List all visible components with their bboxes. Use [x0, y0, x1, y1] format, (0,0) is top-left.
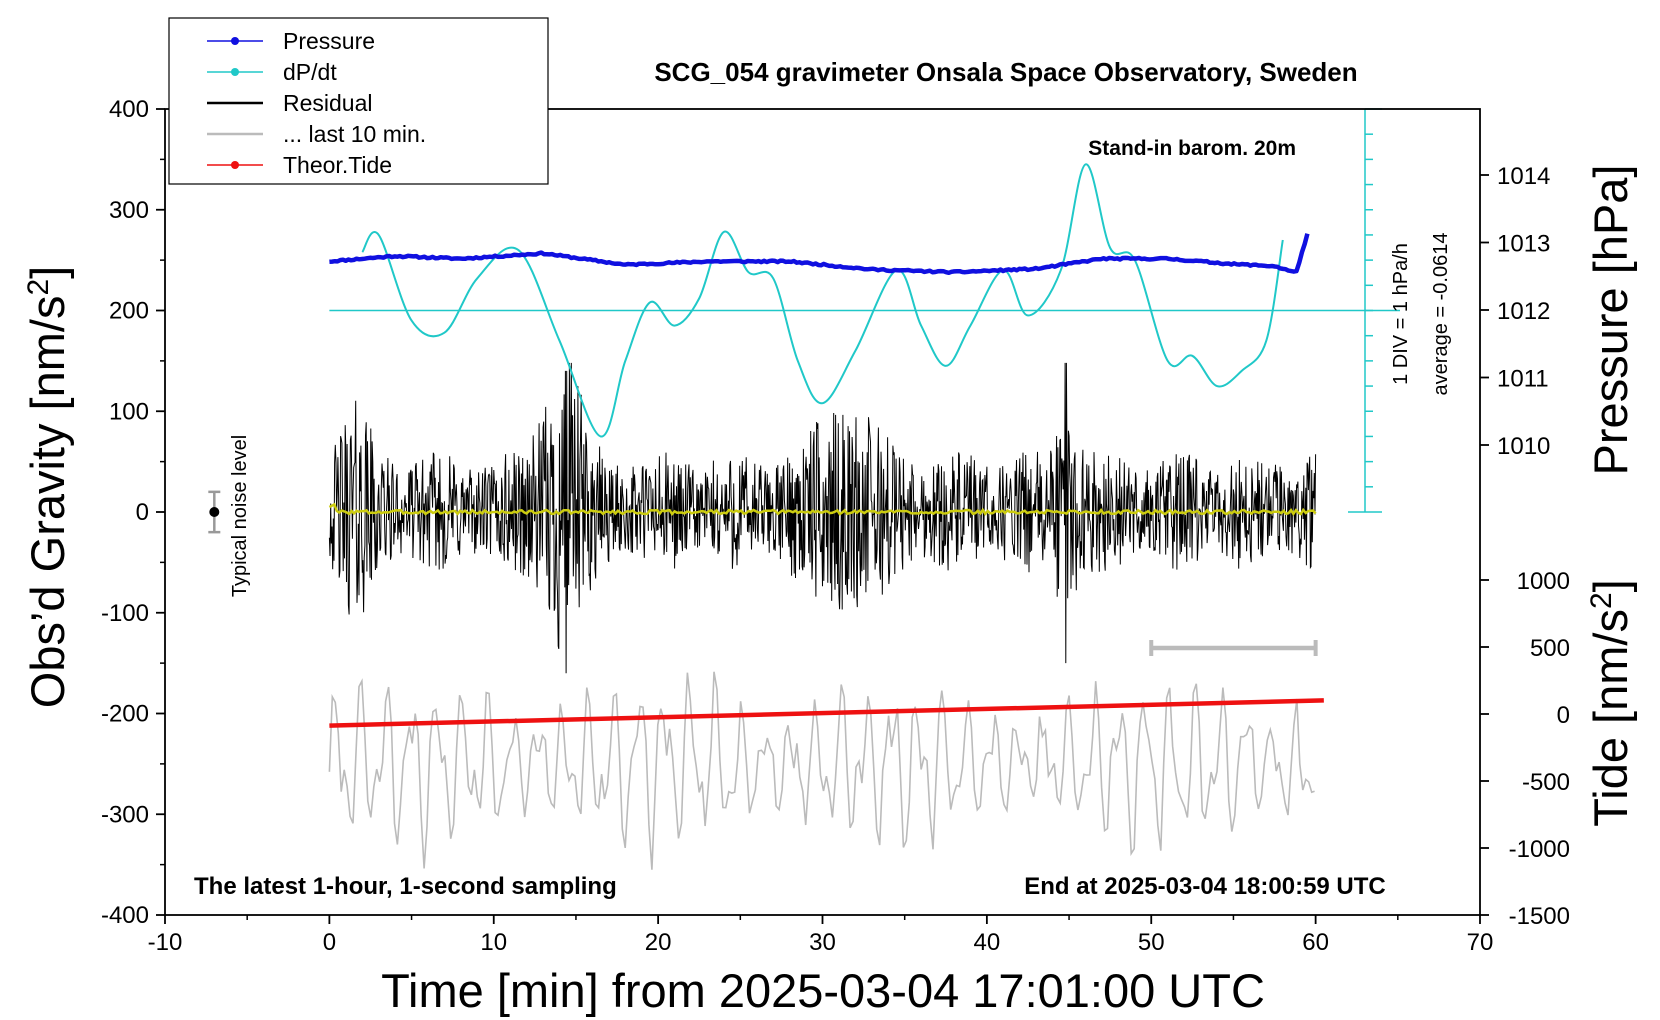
x-tick-label-0: 0 — [323, 929, 336, 956]
x-tick-label-70: 70 — [1467, 929, 1494, 956]
x-axis-label: Time [min] from 2025-03-04 17:01:00 UTC — [381, 964, 1265, 1017]
x-tick-label-50: 50 — [1138, 929, 1165, 956]
y-tick-label--300: -300 — [101, 801, 149, 828]
legend-marker-pressure — [231, 37, 239, 45]
tide-tick-label-1000: 1000 — [1517, 568, 1570, 595]
tide-tick-label--500: -500 — [1522, 769, 1570, 796]
legend-label-dp-dt: dP/dt — [283, 59, 337, 85]
dpdt-scale-label: 1 DIV = 1 hPa/h — [1390, 243, 1412, 385]
series-residual — [328, 362, 1317, 674]
chart-title: SCG_054 gravimeter Onsala Space Observat… — [654, 57, 1357, 87]
legend-marker-dp-dt — [231, 68, 239, 76]
y-tick-label-0: 0 — [136, 499, 149, 526]
y-tick-label--400: -400 — [101, 902, 149, 929]
tide-axis-label-end: ] — [1584, 579, 1637, 592]
x-tick-label-40: 40 — [974, 929, 1001, 956]
legend-box — [168, 17, 549, 185]
legend-label-residual: Residual — [283, 90, 373, 116]
series-group — [208, 108, 1400, 870]
pressure-axis-label: Pressure [hPa] — [1584, 165, 1637, 476]
series-pressure — [329, 233, 1310, 276]
y-tick-label-100: 100 — [109, 398, 149, 425]
series-theor-tide — [329, 698, 1324, 728]
series-last-10-min — [328, 671, 1315, 870]
tide-tick-label-500: 500 — [1530, 635, 1570, 662]
x-tick-label-20: 20 — [645, 929, 672, 956]
pressure-tick-label-1010: 1010 — [1497, 433, 1550, 460]
legend-label-theor-tide: Theor.Tide — [283, 152, 392, 178]
sampling-note: The latest 1-hour, 1-second sampling — [194, 873, 617, 900]
x-tick-label-30: 30 — [809, 929, 836, 956]
x-tick-label-10: 10 — [480, 929, 507, 956]
pressure-tick-label-1013: 1013 — [1497, 231, 1550, 258]
noise-level-dot — [209, 507, 220, 517]
tide-tick-label-0: 0 — [1557, 702, 1570, 729]
end-time-note: End at 2025-03-04 18:00:59 UTC — [1024, 873, 1386, 900]
pressure-tick-label-1012: 1012 — [1497, 298, 1550, 325]
pressure-tick-label-1014: 1014 — [1497, 163, 1550, 190]
tide-axis-label-text: Tide [nm/s — [1584, 609, 1637, 827]
legend-marker-theor-tide — [231, 161, 239, 169]
barometer-note: Stand-in barom. 20m — [1088, 137, 1296, 160]
y-axis-label: Obs’d Gravity [nm/s2] — [21, 266, 74, 708]
y-axis-label-end: ] — [21, 266, 74, 279]
y-tick-label--200: -200 — [101, 701, 149, 728]
x-tick-label-60: 60 — [1302, 929, 1329, 956]
y-axis-label-sup: 2 — [22, 279, 55, 296]
y-tick-label-400: 400 — [109, 96, 149, 123]
tide-tick-label--1500: -1500 — [1509, 903, 1570, 930]
series-dpdt — [361, 163, 1284, 438]
noise-level-label: Typical noise level — [229, 435, 251, 597]
legend-label-pressure: Pressure — [283, 28, 375, 54]
y-tick-label-300: 300 — [109, 197, 149, 224]
legend: Pressure dP/dt Residual ... last 10 min. The… — [168, 17, 549, 185]
axes-group: -10 0 10 20 30 40 50 60 70-400-300-200-100010020… — [101, 96, 1570, 956]
y-tick-label--100: -100 — [101, 600, 149, 627]
series-residual-smoothed — [328, 502, 1317, 517]
legend-label-last-10-min: ... last 10 min. — [283, 121, 426, 147]
dpdt-average-label: average = -0.0614 — [1430, 233, 1452, 396]
y-tick-label-200: 200 — [109, 298, 149, 325]
y-axis-label-text: Obs’d Gravity [nm/s — [21, 296, 74, 709]
tide-tick-label--1000: -1000 — [1509, 836, 1570, 863]
tide-axis-label: Tide [nm/s2] — [1584, 579, 1637, 826]
x-tick-label--10: -10 — [148, 929, 183, 956]
tide-axis-label-sup: 2 — [1585, 592, 1618, 609]
pressure-tick-label-1011: 1011 — [1497, 366, 1549, 393]
